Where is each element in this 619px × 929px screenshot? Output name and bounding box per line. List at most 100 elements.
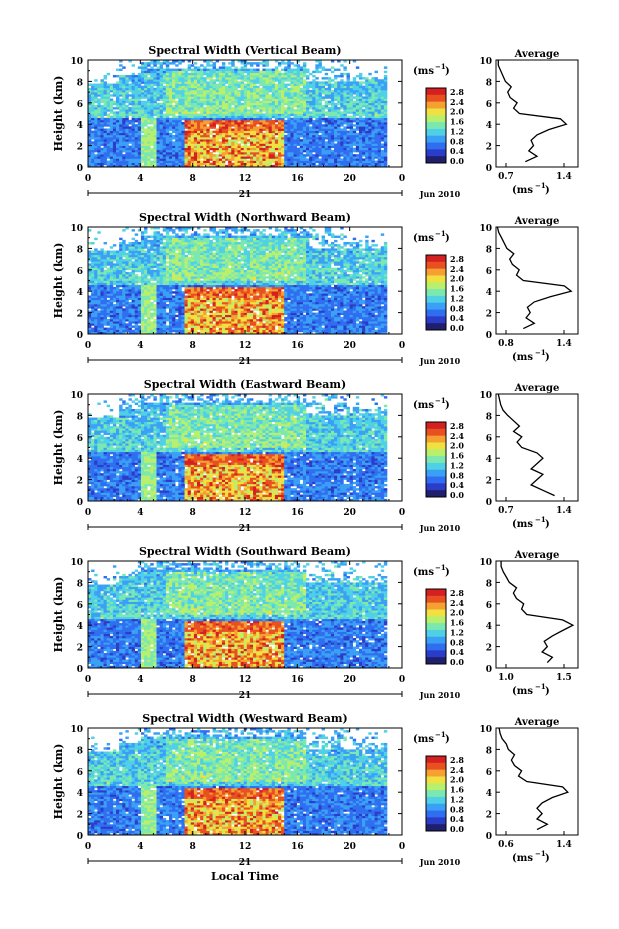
- heatmap-cell: [200, 163, 203, 165]
- heatmap-cell: [169, 154, 172, 156]
- heatmap-cell: [312, 114, 315, 116]
- heatmap-cell: [100, 317, 103, 319]
- heatmap-cell: [107, 96, 110, 98]
- heatmap-cell: [200, 81, 203, 83]
- heatmap-cell: [125, 124, 128, 126]
- heatmap-cell: [356, 146, 359, 148]
- heatmap-cell: [213, 96, 216, 98]
- heatmap-cell: [328, 152, 331, 154]
- heatmap-cell: [340, 111, 343, 113]
- heatmap-cell: [325, 90, 328, 92]
- heatmap-cell: [125, 101, 128, 103]
- heatmap-cell: [375, 94, 378, 96]
- heatmap-cell: [147, 152, 150, 154]
- heatmap-cell: [303, 66, 306, 68]
- heatmap-cell: [169, 135, 172, 137]
- heatmap-cell: [241, 86, 244, 88]
- heatmap-cell: [247, 118, 250, 120]
- heatmap-cell: [138, 128, 141, 130]
- heatmap-cell: [312, 128, 315, 130]
- heatmap-cell: [188, 84, 191, 86]
- heatmap-cell: [94, 90, 97, 92]
- heatmap-cell: [97, 150, 100, 152]
- heatmap-cell: [191, 77, 194, 79]
- heatmap-cell: [128, 321, 131, 323]
- heatmap-cell: [287, 118, 290, 120]
- heatmap-cell: [350, 86, 353, 88]
- heatmap-cell: [343, 84, 346, 86]
- heatmap-cell: [135, 251, 138, 253]
- heatmap-cell: [206, 99, 209, 101]
- heatmap-cell: [119, 99, 122, 101]
- heatmap-cell: [281, 73, 284, 75]
- heatmap-cell: [353, 161, 356, 163]
- heatmap-cell: [113, 133, 116, 135]
- heatmap-cell: [144, 139, 147, 141]
- heatmap-cell: [281, 122, 284, 124]
- heatmap-cell: [213, 64, 216, 66]
- heatmap-cell: [166, 77, 169, 79]
- heatmap-cell: [259, 71, 262, 73]
- heatmap-cell: [141, 126, 144, 128]
- heatmap-cell: [128, 328, 131, 330]
- heatmap-cell: [343, 141, 346, 143]
- heatmap-cell: [337, 69, 340, 71]
- heatmap-cell: [244, 77, 247, 79]
- heatmap-cell: [244, 128, 247, 130]
- heatmap-cell: [141, 143, 144, 145]
- heatmap-cell: [132, 306, 135, 308]
- heatmap-cell: [116, 148, 119, 150]
- heatmap-cell: [94, 276, 97, 278]
- heatmap-cell: [375, 118, 378, 120]
- heatmap-cell: [262, 107, 265, 109]
- heatmap-cell: [353, 79, 356, 81]
- heatmap-cell: [371, 107, 374, 109]
- heatmap-cell: [297, 137, 300, 139]
- heatmap-cell: [300, 66, 303, 68]
- heatmap-cell: [88, 283, 91, 285]
- heatmap-cell: [231, 111, 234, 113]
- heatmap-cell: [197, 90, 200, 92]
- heatmap-cell: [97, 116, 100, 118]
- heatmap-cell: [241, 77, 244, 79]
- heatmap-cell: [259, 96, 262, 98]
- heatmap-cell: [113, 325, 116, 327]
- heatmap-cell: [94, 278, 97, 280]
- heatmap-cell: [331, 116, 334, 118]
- heatmap-cell: [94, 120, 97, 122]
- heatmap-cell: [325, 150, 328, 152]
- heatmap-cell: [213, 103, 216, 105]
- heatmap-cell: [144, 64, 147, 66]
- heatmap-cell: [259, 109, 262, 111]
- heatmap-cell: [287, 146, 290, 148]
- heatmap-cell: [309, 152, 312, 154]
- heatmap-cell: [94, 248, 97, 250]
- heatmap-cell: [318, 114, 321, 116]
- heatmap-cell: [135, 321, 138, 323]
- heatmap-cell: [228, 135, 231, 137]
- heatmap-cell: [356, 124, 359, 126]
- heatmap-cell: [216, 105, 219, 107]
- heatmap-cell: [303, 64, 306, 66]
- heatmap-cell: [97, 163, 100, 165]
- heatmap-cell: [259, 84, 262, 86]
- heatmap-cell: [91, 114, 94, 116]
- colorbar-segment: [426, 143, 446, 150]
- heatmap-cell: [375, 156, 378, 158]
- heatmap-cell: [185, 77, 188, 79]
- heatmap-cell: [110, 295, 113, 297]
- heatmap-cell: [334, 148, 337, 150]
- heatmap-cell: [213, 109, 216, 111]
- heatmap-cell: [141, 79, 144, 81]
- heatmap-cell: [132, 278, 135, 280]
- heatmap-cell: [250, 73, 253, 75]
- heatmap-cell: [238, 139, 241, 141]
- heatmap-cell: [256, 99, 259, 101]
- heatmap-cell: [297, 77, 300, 79]
- heatmap-cell: [203, 150, 206, 152]
- heatmap-cell: [306, 75, 309, 77]
- heatmap-cell: [157, 92, 160, 94]
- heatmap-cell: [116, 295, 119, 297]
- heatmap-cell: [371, 96, 374, 98]
- heatmap-cell: [384, 122, 387, 124]
